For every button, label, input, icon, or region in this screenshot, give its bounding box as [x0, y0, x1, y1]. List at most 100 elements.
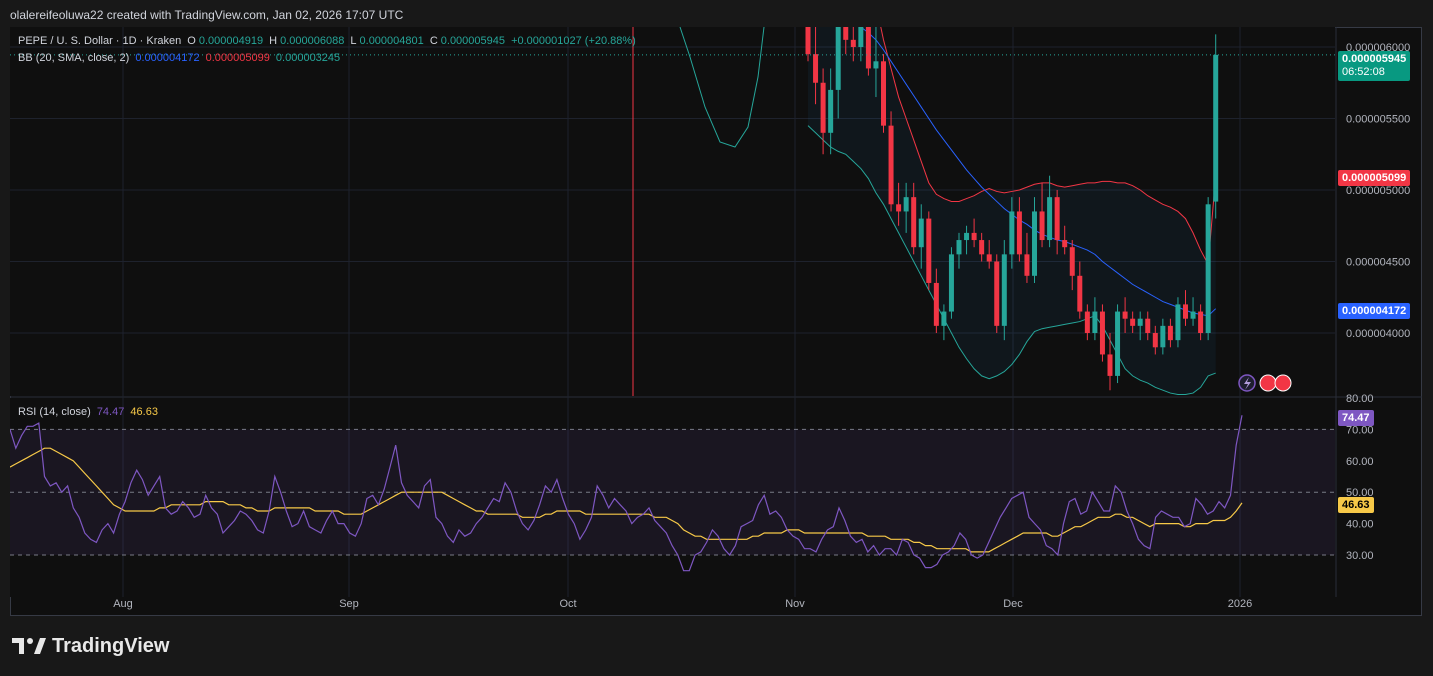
candle-body: [1167, 325, 1173, 341]
candle-body: [956, 240, 962, 255]
main-y-tick-label: 0.000004000: [1346, 328, 1410, 340]
x-tick-label: Sep: [339, 598, 359, 610]
rsi-y-tick-label: 30.00: [1346, 550, 1374, 562]
candle-body: [1032, 211, 1037, 276]
bb-lower-band: [807, 125, 1216, 395]
candle-body: [1175, 304, 1181, 341]
bb-basis-value: 0.000004172: [135, 52, 200, 64]
candle-body: [994, 261, 1000, 326]
rsi-y-tick-label: 80.00: [1346, 393, 1374, 405]
close-value: 0.000005945: [440, 35, 505, 47]
x-tick-label: Oct: [559, 598, 576, 610]
candle-body: [873, 61, 879, 69]
tradingview-logo[interactable]: TradingView: [12, 632, 169, 660]
x-tick-label: Nov: [785, 598, 805, 610]
bb-basis-tag: 0.000004172: [1338, 303, 1411, 319]
candle-body: [1069, 247, 1075, 276]
candle-body: [881, 61, 886, 126]
candle-body: [926, 218, 932, 283]
rsi-band-fill: [10, 429, 1335, 555]
candle-body: [979, 240, 985, 255]
change-value: +0.000001027 (+20.88%): [511, 35, 636, 47]
us-flag-icon: [1259, 374, 1277, 392]
chart-canvas[interactable]: 0.0000060000.0000055000.0000050000.00000…: [10, 27, 1422, 616]
candle-body: [858, 27, 864, 47]
bb-upper-band: [880, 27, 1217, 267]
x-tick-label: Dec: [1003, 598, 1023, 610]
rsi-y-tick-label: 50.00: [1346, 487, 1374, 499]
rsi-ma-line: [10, 447, 1243, 553]
rsi-y-tick-label: 60.00: [1346, 456, 1374, 468]
last-price-tag: 0.000005945 06:52:08: [1338, 51, 1411, 81]
candle-body: [911, 197, 917, 248]
candle-body: [1001, 254, 1007, 326]
x-tick-label: 2026: [1228, 598, 1252, 610]
candle-body: [903, 197, 909, 212]
candle-body: [1047, 197, 1053, 241]
close-label: C: [429, 35, 438, 47]
bb-lower-band-early: [679, 27, 765, 148]
candle-body: [1190, 311, 1196, 319]
rsi-value: 74.47: [96, 406, 125, 418]
candle-body: [1198, 311, 1204, 333]
candle-body: [805, 27, 811, 55]
high-label: H: [269, 35, 278, 47]
main-y-tick-label: 0.000004500: [1346, 257, 1410, 269]
tradingview-wordmark: TradingView: [52, 634, 170, 657]
rsi-tag: 74.47: [1338, 410, 1374, 426]
low-value: 0.000004801: [359, 35, 424, 47]
rsi-ma-value: 46.63: [130, 406, 158, 418]
candle-body: [1054, 197, 1060, 241]
candle-body: [1039, 211, 1045, 241]
x-tick-label: Aug: [113, 598, 133, 610]
candle-body: [1115, 311, 1121, 376]
candle-body: [1160, 325, 1166, 348]
open-label: O: [187, 35, 196, 47]
last-price-value: 0.000005945: [1342, 53, 1407, 65]
lightning-glyph-icon: [1244, 377, 1251, 390]
candle-body: [1009, 211, 1015, 255]
main-y-tick-label: 0.000005500: [1346, 114, 1410, 126]
rsi-line: [10, 415, 1243, 572]
low-label: L: [350, 35, 357, 47]
candle-body: [964, 232, 970, 241]
open-value: 0.000004919: [198, 35, 264, 47]
candle-body: [918, 218, 924, 248]
symbol-label: PEPE / U. S. Dollar · 1D · Kraken: [18, 35, 182, 47]
candle-body: [896, 204, 902, 212]
candle-body: [1213, 54, 1219, 202]
bb-label: BB (20, SMA, close, 2): [18, 52, 130, 64]
candle-body: [1145, 318, 1151, 333]
candle-body: [1077, 275, 1083, 312]
candle-body: [865, 27, 871, 69]
candle-body: [941, 311, 947, 326]
candle-body: [1122, 311, 1128, 319]
us-flag-icon: [1274, 374, 1292, 392]
candle-body: [1130, 318, 1136, 326]
candle-body: [1205, 204, 1211, 333]
rsi-y-tick-label: 70.00: [1346, 424, 1374, 436]
rsi-pane-bg: [10, 398, 1335, 597]
tradingview-mark-icon: [12, 638, 46, 654]
chart-credit: olalereifeoluwa22 created with TradingVi…: [10, 8, 404, 22]
candle-body: [1062, 240, 1068, 248]
candle-body: [1099, 311, 1105, 355]
candle-body: [828, 89, 834, 133]
main-y-tick-label: 0.000005000: [1346, 185, 1410, 197]
bb-upper-tag: 0.000005099: [1338, 170, 1411, 186]
candle-body: [1107, 354, 1113, 376]
candle-body: [1016, 211, 1022, 255]
candle-body: [1137, 318, 1143, 326]
rsi-ma-tag: 46.63: [1338, 497, 1374, 513]
candle-body: [948, 254, 954, 312]
high-value: 0.000006088: [280, 35, 345, 47]
candle-body: [888, 125, 894, 205]
candle-body: [933, 282, 939, 326]
bb-lower-value: 0.000003245: [275, 52, 341, 64]
countdown-value: 06:52:08: [1342, 66, 1385, 78]
rsi-label: RSI (14, close): [18, 406, 91, 418]
bb-legend: BB (20, SMA, close, 2) 0.000004172 0.000…: [18, 52, 343, 64]
main-legend: PEPE / U. S. Dollar · 1D · Kraken O 0.000…: [18, 35, 639, 47]
candle-body: [835, 27, 841, 90]
main-pane-bg: [10, 27, 1335, 396]
